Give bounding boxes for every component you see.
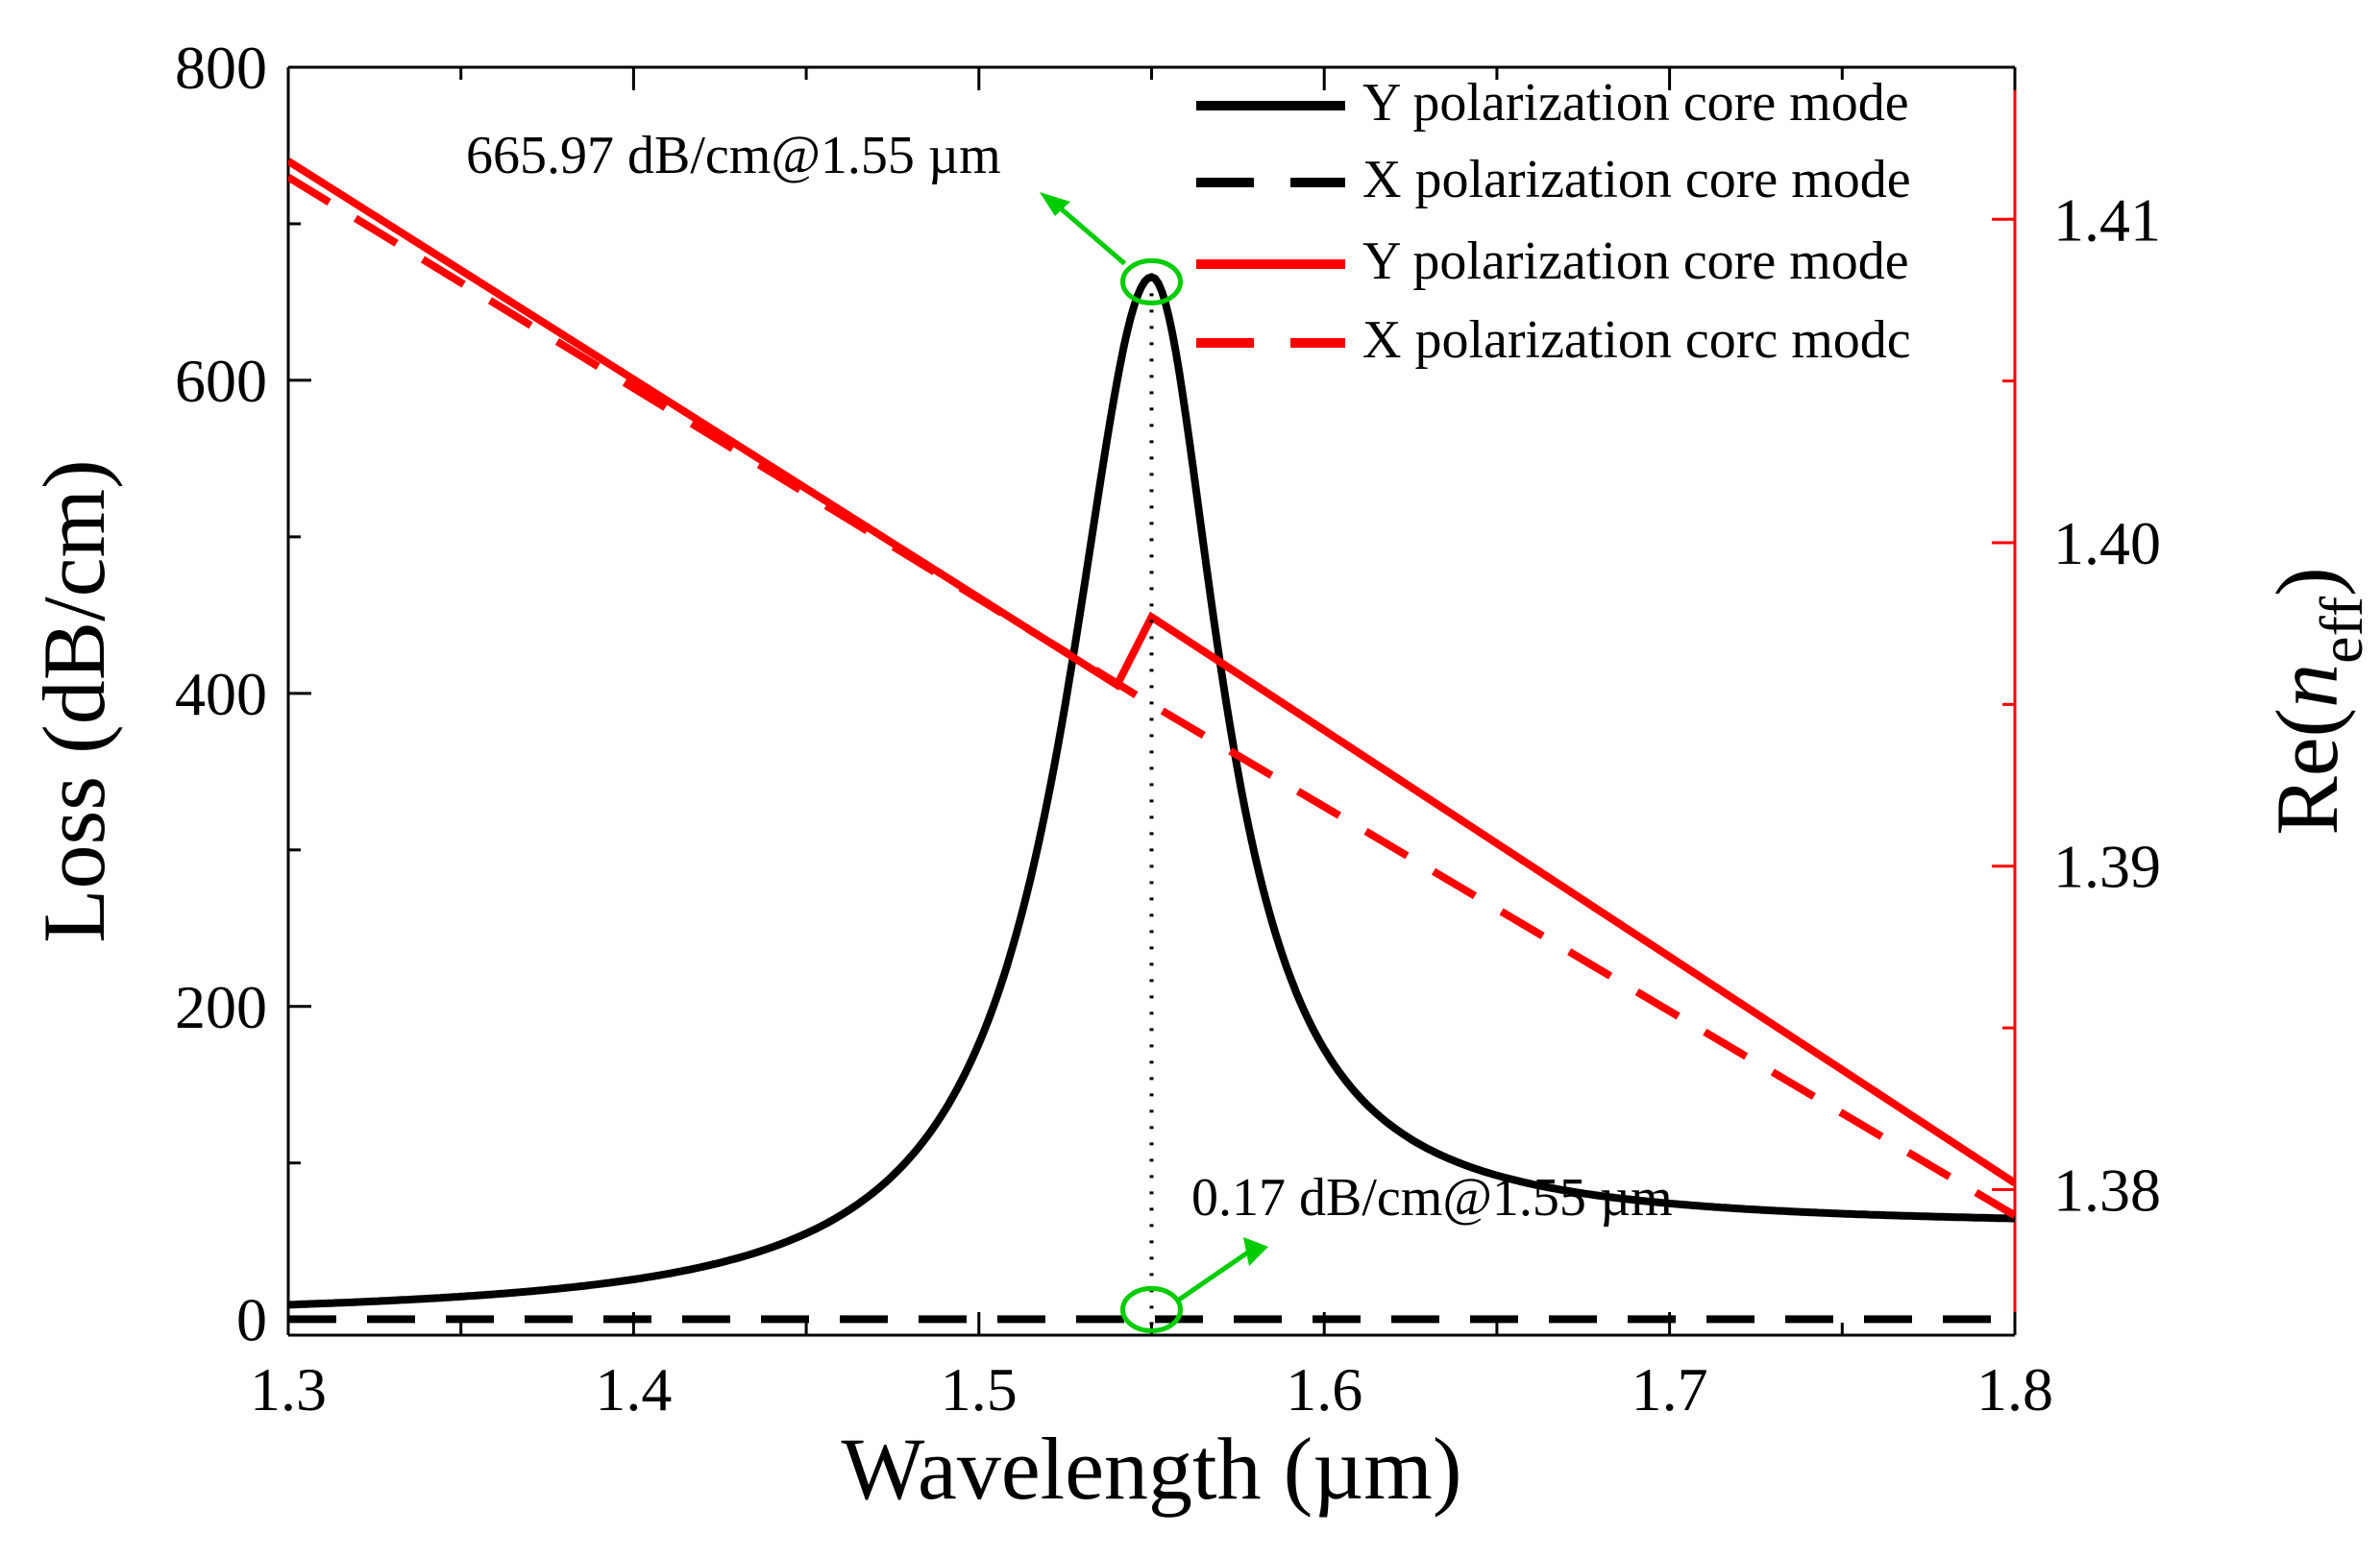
y-left-axis-title: Loss (dB/cm) — [25, 459, 123, 942]
legend-label-4: X polarization corc modc — [1362, 310, 1911, 370]
y-right-tick-label: 1.38 — [2053, 1156, 2161, 1224]
x-axis-title: Wavelength (µm) — [842, 1420, 1462, 1518]
x-tick-label: 1.8 — [1976, 1355, 2053, 1424]
y-right-title-prefix: Re( — [2258, 708, 2356, 836]
bottom-arrow-line — [1177, 1249, 1251, 1302]
x-tick-label: 1.6 — [1286, 1355, 1362, 1424]
x-tick-label: 1.7 — [1632, 1355, 1708, 1424]
series-line-3 — [288, 158, 2015, 1187]
y-left-tick-label: 400 — [175, 660, 267, 728]
peak-annotation-label: 665.97 dB/cm@1.55 µm — [466, 126, 1001, 185]
bottom-annotation-label: 0.17 dB/cm@1.55 µm — [1191, 1168, 1673, 1228]
y-right-tick-label: 1.40 — [2053, 509, 2161, 577]
series-line-4 — [288, 174, 2015, 1219]
series-line-1 — [288, 273, 2015, 1309]
y-right-tick-label: 1.39 — [2053, 833, 2161, 901]
legend-label-2: X polarization core mode — [1362, 150, 1911, 209]
peak-marker-circle — [1120, 257, 1183, 305]
peak-arrowhead — [1040, 192, 1070, 216]
x-tick-label: 1.3 — [250, 1355, 327, 1424]
y-right-title-sub: eff — [2307, 596, 2375, 664]
peak-arrow-line — [1053, 202, 1127, 266]
x-tick-label: 1.5 — [941, 1355, 1018, 1424]
y-right-axis-title: Re(neff) — [2258, 567, 2375, 835]
y-left-tick-label: 0 — [236, 1286, 267, 1354]
y-right-title-italic: n — [2258, 664, 2356, 708]
x-tick-label: 1.4 — [595, 1355, 672, 1424]
legend-label-1: Y polarization core mode — [1362, 73, 1909, 133]
y-right-title-suffix: ) — [2258, 567, 2356, 596]
bottom-arrowhead — [1243, 1237, 1268, 1266]
y-left-tick-label: 600 — [175, 347, 267, 415]
y-left-tick-label: 200 — [175, 973, 267, 1041]
y-left-tick-label: 800 — [175, 34, 267, 102]
series-group — [288, 158, 2015, 1324]
y-right-tick-label: 1.41 — [2053, 185, 2161, 254]
bottom-marker-circle — [1120, 1285, 1183, 1333]
legend-label-3: Y polarization core mode — [1362, 231, 1909, 291]
